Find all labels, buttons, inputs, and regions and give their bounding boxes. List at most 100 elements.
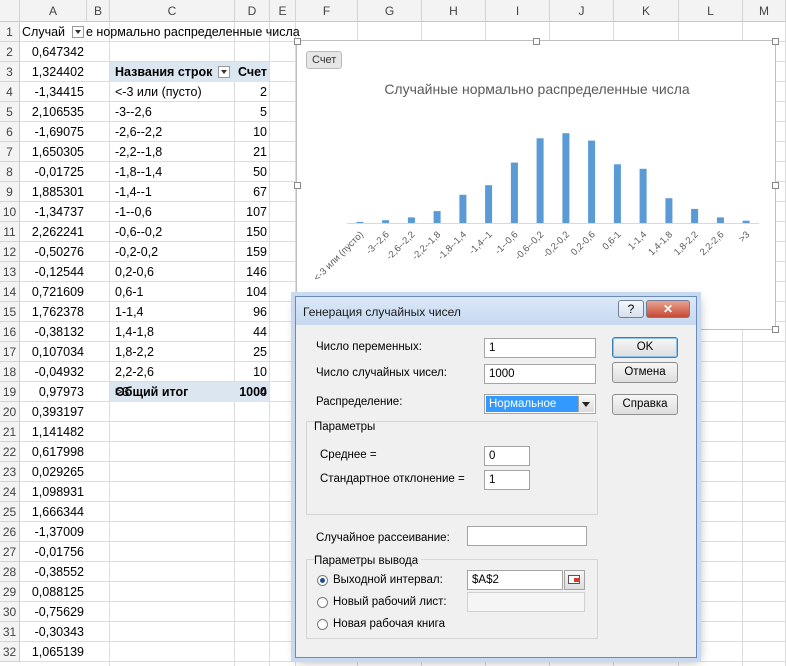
row-header-30[interactable]: 30	[0, 602, 20, 622]
cancel-button[interactable]: Отмена	[612, 362, 678, 383]
cell-a-value[interactable]: -0,50276	[34, 245, 84, 259]
column-header-j[interactable]: J	[550, 0, 614, 22]
column-header-i[interactable]: I	[486, 0, 550, 22]
pivot-count-header[interactable]: Счет	[237, 65, 267, 79]
cell-a-value[interactable]: -0,75629	[34, 605, 84, 619]
pivot-row-count[interactable]: 44	[253, 325, 267, 339]
pivot-row-count[interactable]: 21	[253, 145, 267, 159]
std-input[interactable]: 1	[484, 470, 530, 490]
pivot-row-label[interactable]: -3--2,6	[115, 105, 152, 119]
chart-bar[interactable]	[665, 198, 673, 223]
cell-a-value[interactable]: -0,12544	[34, 265, 84, 279]
num-vars-input[interactable]: 1	[484, 338, 596, 358]
row-header-2[interactable]: 2	[0, 42, 20, 62]
row-header-3[interactable]: 3	[0, 62, 20, 82]
row-header-9[interactable]: 9	[0, 182, 20, 202]
chart-resize-handle[interactable]	[772, 38, 779, 45]
cell-a-value[interactable]: 2,262241	[31, 225, 84, 239]
pivot-row-count[interactable]: 107	[246, 205, 267, 219]
pivot-row-label[interactable]: 1,4-1,8	[115, 325, 154, 339]
pivot-row-count[interactable]: 2	[260, 85, 267, 99]
output-range-input[interactable]: $A$2	[467, 570, 563, 590]
pivot-row-count[interactable]: 159	[246, 245, 267, 259]
chart-bar[interactable]	[459, 194, 467, 223]
chart-bar[interactable]	[356, 221, 364, 223]
distribution-select[interactable]: Нормальное	[484, 394, 596, 414]
column-header-b[interactable]: B	[87, 0, 110, 22]
cell-a-value[interactable]: -0,38132	[34, 325, 84, 339]
pivot-row-label[interactable]: 2,2-2,6	[115, 365, 154, 379]
column-header-d[interactable]: D	[235, 0, 270, 22]
new-book-radio[interactable]	[317, 619, 328, 630]
column-header-h[interactable]: H	[422, 0, 486, 22]
output-range-radio[interactable]	[317, 575, 328, 586]
new-sheet-input[interactable]	[467, 592, 585, 612]
row-header-12[interactable]: 12	[0, 242, 20, 262]
pivot-row-count[interactable]: 10	[253, 365, 267, 379]
cell-a-value[interactable]: 1,762378	[31, 305, 84, 319]
chart-field-button[interactable]: Счет	[306, 51, 343, 69]
pivot-row-count[interactable]: 25	[253, 345, 267, 359]
chart-title[interactable]: Случайные нормально распределенные числа	[384, 81, 690, 97]
pivot-row-count[interactable]: 5	[260, 105, 267, 119]
row-header-32[interactable]: 32	[0, 642, 20, 662]
cell-a-value[interactable]: 0,088125	[31, 585, 84, 599]
cell-a-value[interactable]: 0,107034	[31, 345, 84, 359]
chart-resize-handle[interactable]	[294, 182, 301, 189]
mean-input[interactable]: 0	[484, 446, 530, 466]
random-seed-input[interactable]	[467, 526, 587, 546]
pivot-row-labels-header[interactable]: Названия строк	[115, 65, 213, 79]
num-rand-input[interactable]: 1000	[484, 364, 596, 384]
pivot-row-count[interactable]: 50	[253, 165, 267, 179]
cell-a-value[interactable]: 0,617998	[31, 445, 84, 459]
column-header-c[interactable]: C	[110, 0, 235, 22]
cell-a-value[interactable]: -0,01756	[34, 545, 84, 559]
select-all-corner[interactable]	[0, 0, 20, 22]
cell-a-value[interactable]: 1,324402	[31, 65, 84, 79]
row-header-10[interactable]: 10	[0, 202, 20, 222]
cell-a-value[interactable]: 0,393197	[31, 405, 84, 419]
chart-bar[interactable]	[742, 220, 750, 223]
chart-bar[interactable]	[433, 211, 441, 223]
row-header-23[interactable]: 23	[0, 462, 20, 482]
column-header-e[interactable]: E	[270, 0, 296, 22]
row-header-20[interactable]: 20	[0, 402, 20, 422]
row-header-29[interactable]: 29	[0, 582, 20, 602]
pivot-row-label[interactable]: -2,6--2,2	[115, 125, 163, 139]
pivot-row-label[interactable]: -0,2-0,2	[115, 245, 159, 259]
help-icon[interactable]: ?	[618, 300, 644, 318]
chart-bar[interactable]	[639, 168, 647, 223]
pivot-row-label[interactable]: -2,2--1,8	[115, 145, 163, 159]
pivot-row-count[interactable]: 4	[260, 385, 267, 399]
row-header-28[interactable]: 28	[0, 562, 20, 582]
chart-resize-handle[interactable]	[533, 38, 540, 45]
chart-resize-handle[interactable]	[294, 38, 301, 45]
pivot-row-label[interactable]: <-3 или (пусто)	[115, 85, 202, 99]
pivot-row-label[interactable]: -0,6--0,2	[115, 225, 163, 239]
pivot-row-label[interactable]: 1,8-2,2	[115, 345, 154, 359]
chart-bar[interactable]	[382, 220, 390, 223]
filter-dropdown-icon[interactable]	[72, 26, 84, 38]
cell-a-value[interactable]: 0,647342	[31, 45, 84, 59]
pivot-row-count[interactable]: 96	[253, 305, 267, 319]
new-sheet-radio[interactable]	[317, 597, 328, 608]
column-header-k[interactable]: K	[614, 0, 679, 22]
chart-bar[interactable]	[536, 138, 544, 223]
row-header-16[interactable]: 16	[0, 322, 20, 342]
row-header-15[interactable]: 15	[0, 302, 20, 322]
pivot-row-label[interactable]: 0,2-0,6	[115, 265, 154, 279]
row-header-31[interactable]: 31	[0, 622, 20, 642]
chart-resize-handle[interactable]	[772, 326, 779, 333]
row-header-11[interactable]: 11	[0, 222, 20, 242]
row-header-1[interactable]: 1	[0, 22, 20, 42]
close-icon[interactable]: ✕	[646, 300, 690, 318]
chevron-down-icon[interactable]	[578, 396, 594, 412]
pivot-row-label[interactable]: -1,4--1	[115, 185, 152, 199]
cell-a-value[interactable]: -1,37009	[34, 525, 84, 539]
cell-a-value[interactable]: -1,34415	[34, 85, 84, 99]
pivot-row-label[interactable]: 0,6-1	[115, 285, 144, 299]
pivot-row-label[interactable]: 1-1,4	[115, 305, 144, 319]
cell-a-value[interactable]: 1,065139	[31, 645, 84, 659]
chart-bar[interactable]	[588, 140, 596, 223]
pivot-row-count[interactable]: 67	[253, 185, 267, 199]
